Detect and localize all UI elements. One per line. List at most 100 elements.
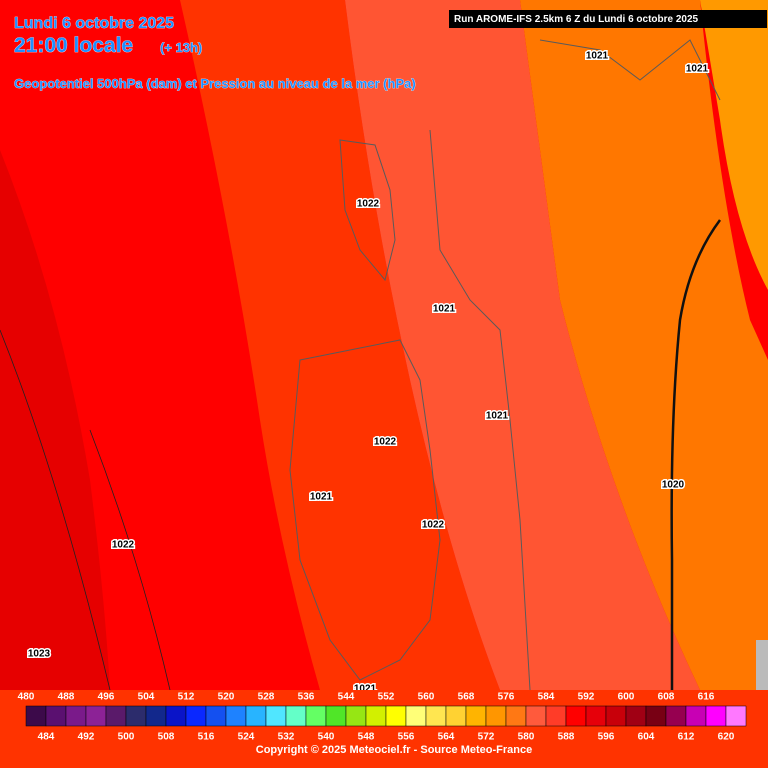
scale-label: 604 [638, 732, 655, 743]
color-scale: 480 488 496 504 512 520 528 536 544 552 560 568 576 5… [18, 692, 747, 743]
scale-label: 588 [558, 732, 575, 743]
scale-label: 584 [538, 692, 555, 703]
scale-swatch [685, 705, 707, 727]
scale-label: 576 [498, 692, 515, 703]
coastline-corsica [339, 139, 396, 282]
scale-label: 596 [598, 732, 615, 743]
isobar-label: 1022 [422, 520, 445, 531]
isobar-label: 1022 [374, 437, 397, 448]
scale-swatch [645, 705, 667, 727]
run-label: Run AROME-IFS 2.5km 6 Z du Lundi 6 octob… [454, 14, 699, 25]
scale-swatch [25, 705, 47, 727]
scale-label: 492 [78, 732, 95, 743]
scale-panel [0, 690, 768, 768]
scale-swatch [565, 705, 587, 727]
map-time: 21:00 locale [14, 34, 133, 57]
scale-swatch [605, 705, 627, 727]
isobar-label: 1023 [28, 649, 51, 660]
scale-label: 508 [158, 732, 175, 743]
scale-label: 580 [518, 732, 535, 743]
scale-label: 592 [578, 692, 595, 703]
scale-swatch [305, 705, 327, 727]
scale-swatch [465, 705, 487, 727]
scale-swatch [665, 705, 687, 727]
scale-swatch [185, 705, 207, 727]
scale-swatch [725, 705, 747, 727]
isobar-label: 1022 [357, 199, 380, 210]
scale-label: 496 [98, 692, 115, 703]
scale-label: 616 [698, 692, 715, 703]
scale-label: 540 [318, 732, 335, 743]
isobar-label: 1021 [686, 64, 709, 75]
scale-label: 484 [38, 732, 55, 743]
scale-swatch [165, 705, 187, 727]
scale-swatch [245, 705, 267, 727]
scale-label: 564 [438, 732, 455, 743]
scale-swatch [585, 705, 607, 727]
scale-label: 480 [18, 692, 35, 703]
scale-label: 556 [398, 732, 415, 743]
scale-label: 612 [678, 732, 695, 743]
scale-label: 560 [418, 692, 435, 703]
scale-label: 528 [258, 692, 275, 703]
isobar-label: 1022 [112, 540, 135, 551]
map-date: Lundi 6 octobre 2025 [14, 15, 174, 32]
scale-label: 488 [58, 692, 75, 703]
isobar-line [670, 219, 722, 690]
scale-label: 548 [358, 732, 375, 743]
scale-label: 516 [198, 732, 215, 743]
isobar-label: 1021 [433, 304, 456, 315]
isobar-line [0, 329, 111, 691]
scale-swatch [525, 705, 547, 727]
scale-swatch [345, 705, 367, 727]
scale-swatch [425, 705, 447, 727]
scale-label: 524 [238, 732, 255, 743]
map-lead: (+ 13h) [160, 40, 202, 55]
scale-label: 568 [458, 692, 475, 703]
scale-swatch [405, 705, 427, 727]
scale-swatch [385, 705, 407, 727]
out-of-domain [756, 640, 768, 690]
isobar-label: 1020 [662, 480, 685, 491]
scale-label: 620 [718, 732, 735, 743]
scale-swatch [365, 705, 387, 727]
scale-swatch [325, 705, 347, 727]
coastline-sardinia [289, 339, 441, 681]
scale-label: 500 [118, 732, 135, 743]
scale-swatch [445, 705, 467, 727]
scale-label: 544 [338, 692, 355, 703]
scale-swatch [225, 705, 247, 727]
isobar-line [89, 429, 171, 691]
scale-swatch [145, 705, 167, 727]
scale-swatch [45, 705, 67, 727]
isobar-label: 1021 [486, 411, 509, 422]
scale-label: 572 [478, 732, 495, 743]
run-box [449, 10, 767, 28]
scale-label: 536 [298, 692, 315, 703]
scale-swatch [205, 705, 227, 727]
band-568 [520, 0, 768, 690]
scale-swatch [625, 705, 647, 727]
scale-swatch [505, 705, 527, 727]
scale-label: 600 [618, 692, 635, 703]
scale-label: 512 [178, 692, 195, 703]
map-subtitle: Geopotentiel 500hPa (dam) et Pression au… [14, 76, 416, 91]
band-564 [700, 0, 768, 290]
isobar-label: 1021 [310, 492, 333, 503]
isobar-label: 1021 [586, 51, 609, 62]
scale-swatch [265, 705, 287, 727]
scale-label: 608 [658, 692, 675, 703]
scale-swatch [705, 705, 727, 727]
coastline-north [539, 39, 721, 101]
scale-swatch [65, 705, 87, 727]
band-576 [180, 0, 500, 690]
scale-swatch [285, 705, 307, 727]
band-580 [0, 150, 110, 690]
scale-label: 504 [138, 692, 155, 703]
scale-swatch [125, 705, 147, 727]
scale-label: 552 [378, 692, 395, 703]
scale-swatch [485, 705, 507, 727]
scale-swatch [105, 705, 127, 727]
scale-swatch [545, 705, 567, 727]
